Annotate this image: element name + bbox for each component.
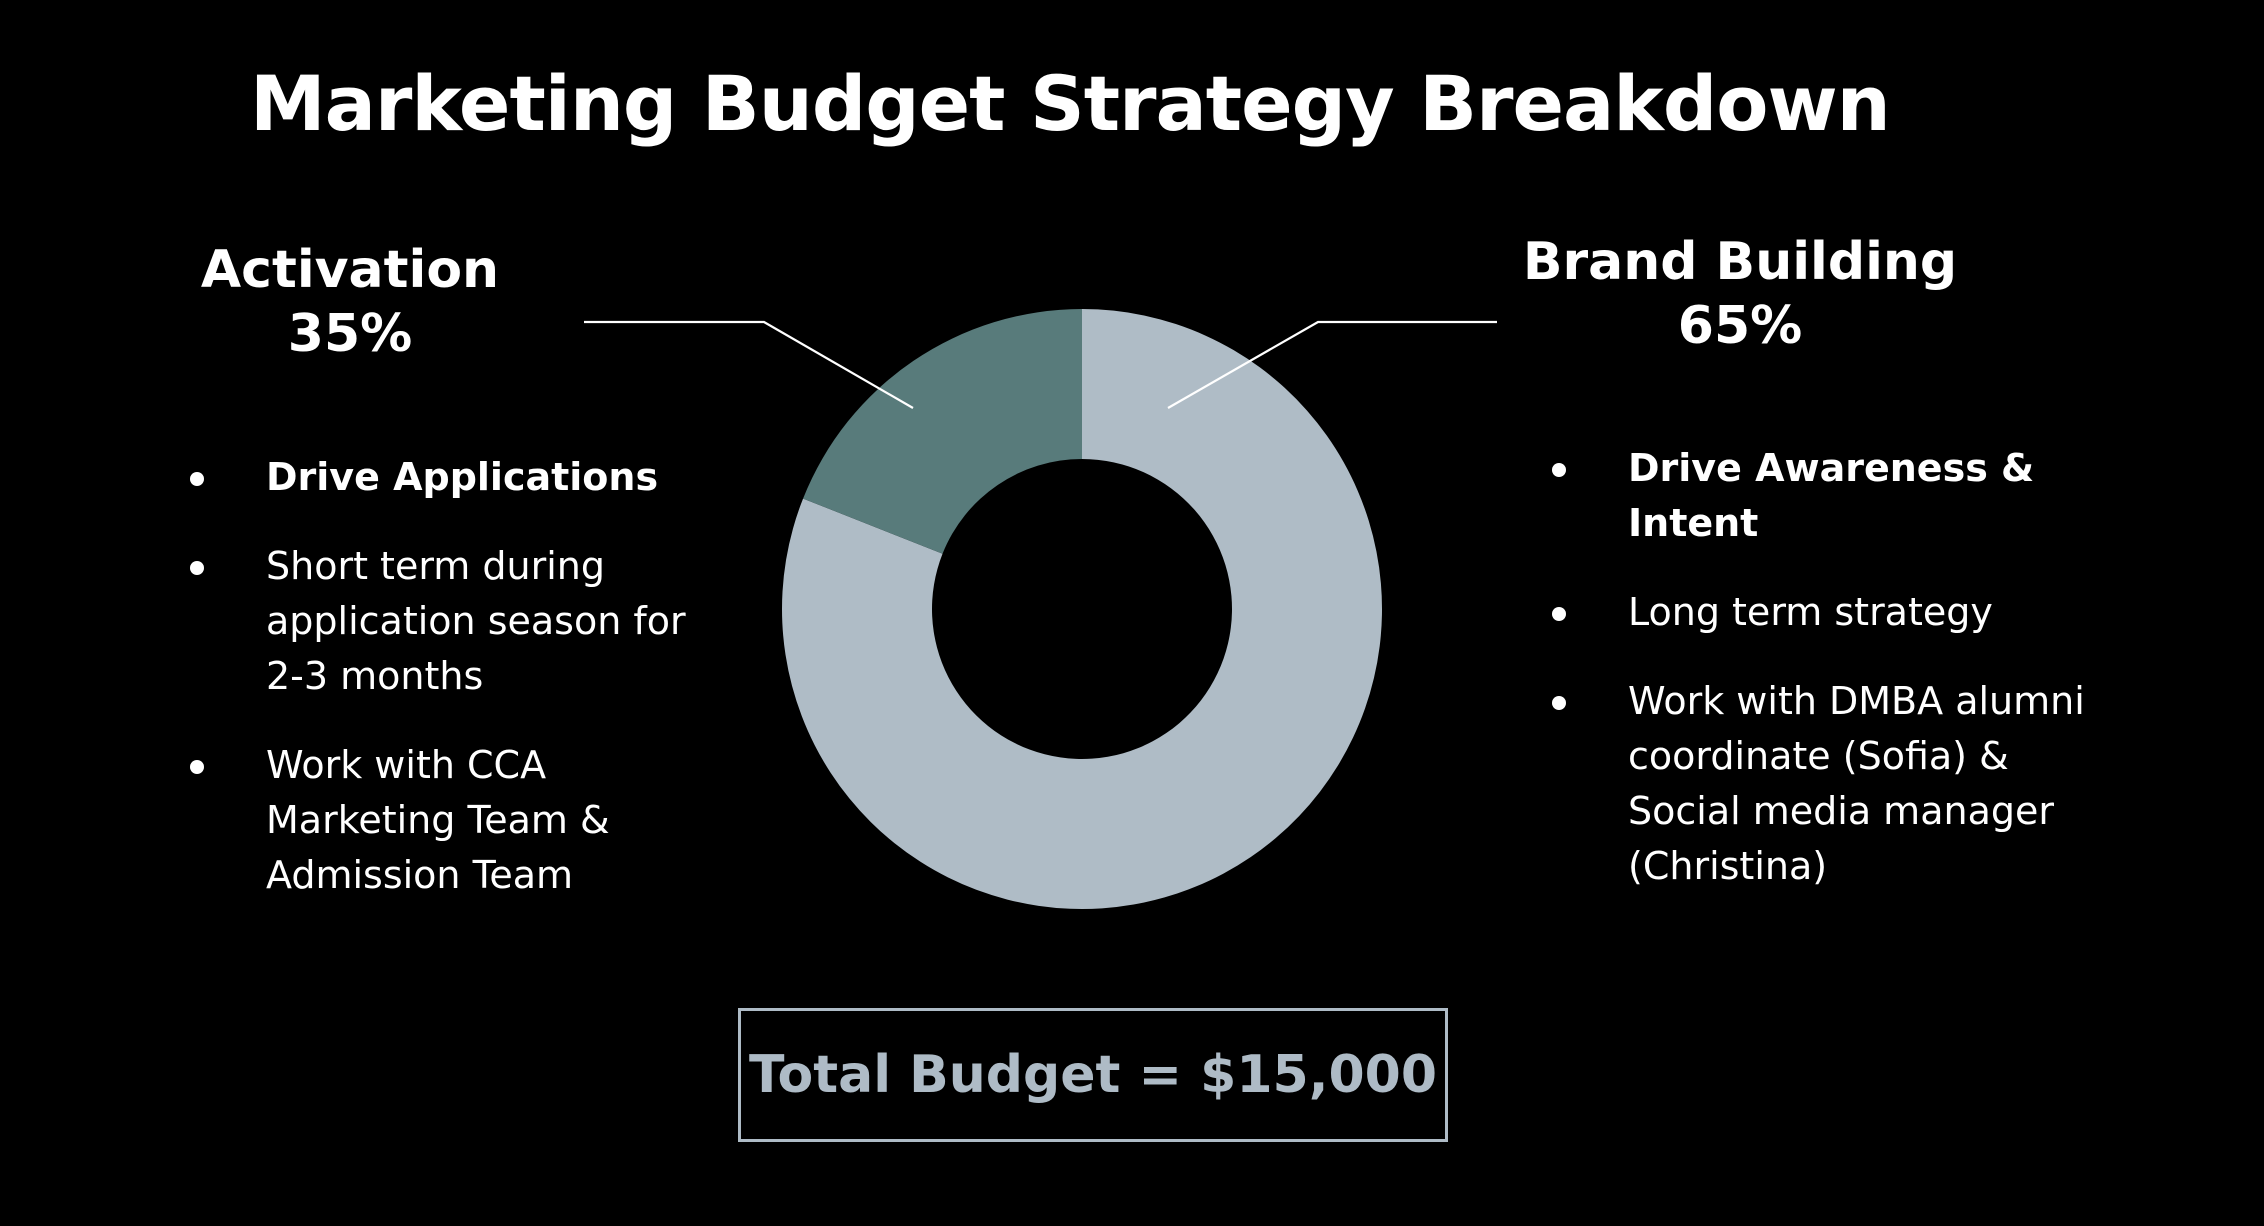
brand-building-percent: 65% <box>1677 296 1803 356</box>
total-budget-label: Total Budget = $15,000 <box>748 1045 1437 1105</box>
brand-building-bullet: Drive Awareness & Intent <box>1546 441 2106 551</box>
brand-building-slice <box>782 309 1383 909</box>
activation-heading: Activation 35% <box>170 238 530 366</box>
activation-bullet: Work with CCA Marketing Team & Admission… <box>184 738 704 903</box>
page-title: Marketing Budget Strategy Breakdown <box>250 59 1891 148</box>
brand-building-heading: Brand Building 65% <box>1500 230 1980 358</box>
total-budget-box: Total Budget = $15,000 <box>738 1008 1448 1142</box>
brand-building-bullet: Long term strategy <box>1546 585 2106 640</box>
activation-slice <box>803 309 1082 554</box>
donut-slices <box>782 309 1383 909</box>
activation-percent: 35% <box>287 304 413 364</box>
activation-name: Activation <box>200 240 500 300</box>
brand-building-bullet-list: Drive Awareness & Intent Long term strat… <box>1546 441 2106 928</box>
activation-bullet-list: Drive Applications Short term during app… <box>184 450 704 937</box>
activation-bullet: Drive Applications <box>184 450 704 505</box>
activation-leader-line <box>584 320 914 409</box>
brand-building-bullet: Work with DMBA alumni coordinate (Sofia)… <box>1546 674 2106 894</box>
activation-bullet: Short term during application season for… <box>184 539 704 704</box>
brand-building-name: Brand Building <box>1522 232 1958 292</box>
brand-building-leader-line <box>1167 320 1497 409</box>
